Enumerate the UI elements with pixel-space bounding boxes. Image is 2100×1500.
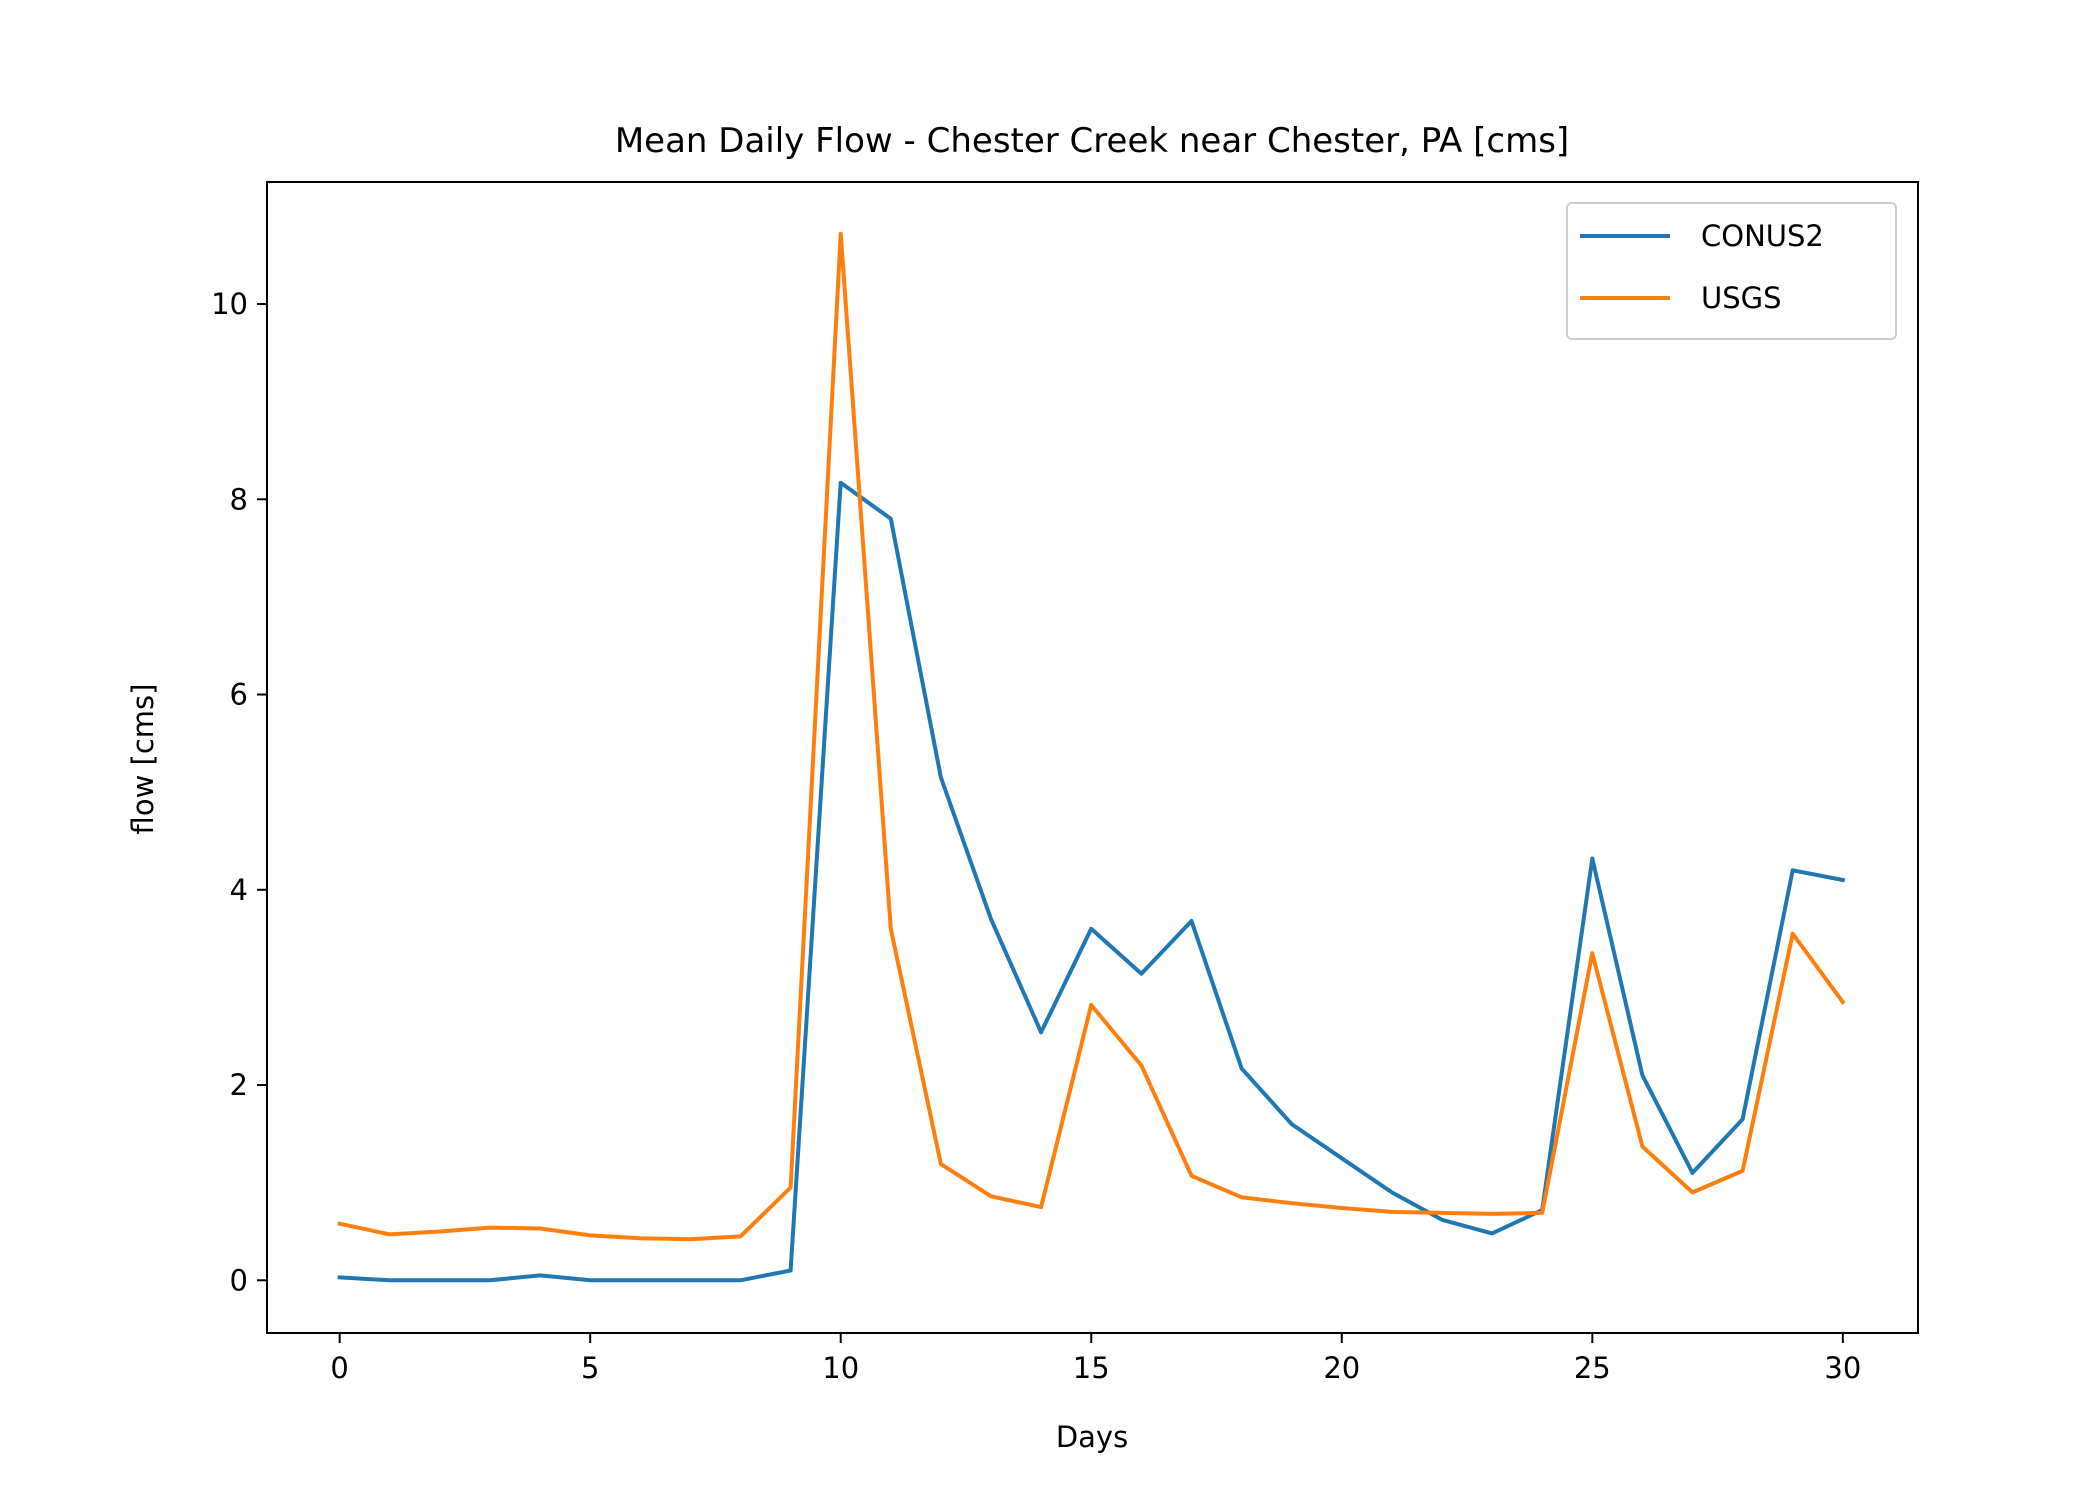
x-tick-label: 10: [822, 1351, 859, 1385]
x-tick-label: 25: [1574, 1351, 1611, 1385]
y-tick-label: 4: [230, 873, 248, 907]
legend-label-conus2: CONUS2: [1701, 219, 1824, 253]
series-line-conus2: [337, 480, 1846, 1283]
legend: CONUS2 USGS: [1566, 202, 1897, 340]
y-tick-label: 8: [230, 482, 248, 516]
plot-area: [337, 231, 1846, 1283]
y-tick-label: 2: [230, 1068, 248, 1102]
y-tick-label: 10: [211, 287, 248, 321]
x-tick-label: 30: [1824, 1351, 1861, 1385]
x-tick-label: 0: [330, 1351, 348, 1385]
legend-label-usgs: USGS: [1701, 281, 1782, 315]
y-tick-label: 0: [230, 1263, 248, 1297]
series-line-usgs: [337, 231, 1846, 1242]
y-tick-label: 6: [230, 678, 248, 712]
x-tick-label: 20: [1323, 1351, 1360, 1385]
x-tick-label: 5: [581, 1351, 599, 1385]
chart-title: Mean Daily Flow - Chester Creek near Che…: [615, 121, 1569, 161]
x-axis-label: Days: [1056, 1420, 1128, 1454]
y-axis-label: flow [cms]: [126, 684, 160, 835]
axes-frame: [266, 181, 1919, 1334]
axes: 0 5 10 15 20 25 30 0 2 4 6 8 10: [211, 181, 1919, 1385]
x-tick-label: 15: [1073, 1351, 1110, 1385]
